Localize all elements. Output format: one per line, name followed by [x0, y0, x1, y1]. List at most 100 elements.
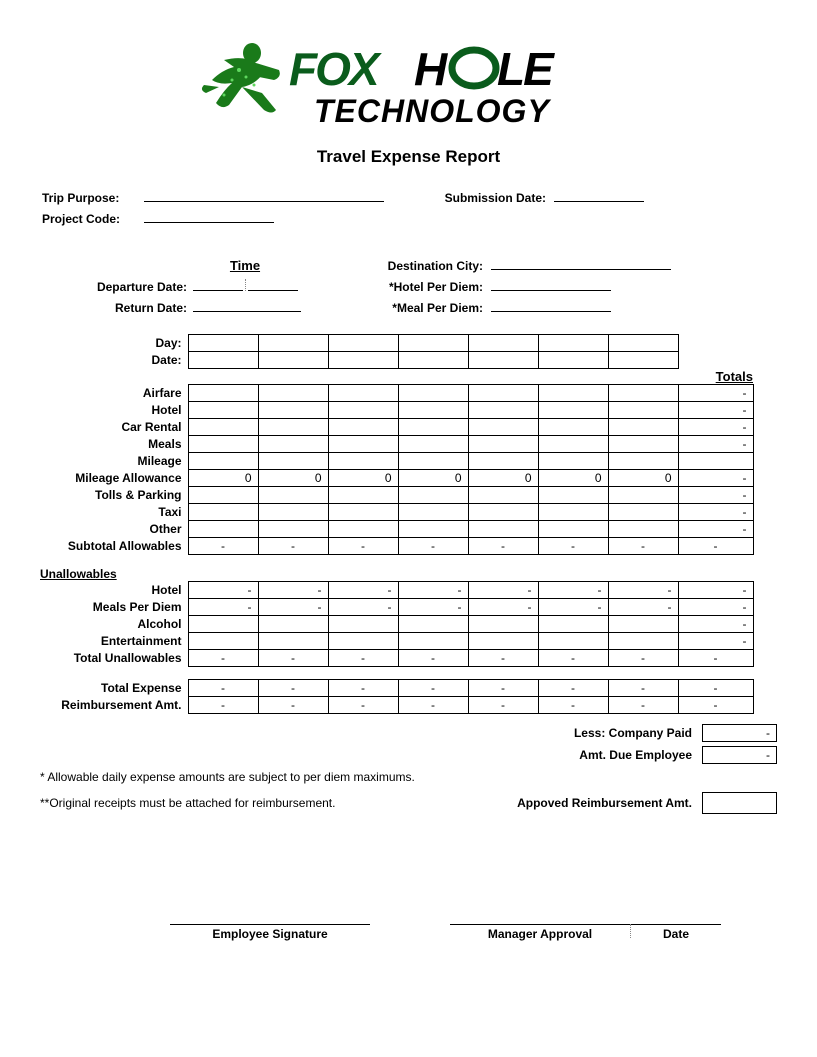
cell[interactable]: -: [328, 582, 398, 599]
cell[interactable]: -: [678, 680, 753, 697]
cell[interactable]: [328, 504, 398, 521]
cell[interactable]: [188, 402, 258, 419]
cell[interactable]: -: [468, 697, 538, 714]
departure-time-input[interactable]: [248, 277, 298, 291]
cell[interactable]: -: [258, 538, 328, 555]
cell[interactable]: [188, 352, 258, 369]
cell[interactable]: [538, 616, 608, 633]
cell[interactable]: -: [328, 697, 398, 714]
cell[interactable]: -: [538, 599, 608, 616]
signature-date[interactable]: Date: [631, 924, 721, 941]
cell[interactable]: [608, 352, 678, 369]
cell[interactable]: [258, 616, 328, 633]
cell[interactable]: [328, 335, 398, 352]
cell[interactable]: -: [678, 419, 753, 436]
cell[interactable]: [398, 633, 468, 650]
destination-city-input[interactable]: [491, 256, 671, 270]
cell[interactable]: [398, 487, 468, 504]
cell[interactable]: -: [468, 538, 538, 555]
cell[interactable]: -: [468, 582, 538, 599]
cell[interactable]: [468, 521, 538, 538]
cell[interactable]: [468, 616, 538, 633]
cell[interactable]: [608, 616, 678, 633]
cell[interactable]: -: [678, 599, 753, 616]
cell[interactable]: -: [258, 650, 328, 667]
cell[interactable]: 0: [328, 470, 398, 487]
cell[interactable]: [468, 419, 538, 436]
cell[interactable]: [328, 419, 398, 436]
cell[interactable]: [328, 616, 398, 633]
cell[interactable]: [538, 504, 608, 521]
cell[interactable]: [538, 335, 608, 352]
cell[interactable]: [188, 385, 258, 402]
cell[interactable]: -: [468, 599, 538, 616]
cell[interactable]: [398, 453, 468, 470]
cell[interactable]: [188, 521, 258, 538]
cell[interactable]: [398, 521, 468, 538]
cell[interactable]: -: [538, 650, 608, 667]
cell[interactable]: -: [678, 504, 753, 521]
cell[interactable]: -: [188, 582, 258, 599]
cell[interactable]: [608, 419, 678, 436]
cell[interactable]: -: [678, 538, 753, 555]
cell[interactable]: [538, 352, 608, 369]
manager-approval[interactable]: Manager Approval: [450, 924, 630, 941]
cell[interactable]: 0: [608, 470, 678, 487]
cell[interactable]: [608, 436, 678, 453]
cell[interactable]: -: [678, 385, 753, 402]
hotel-per-diem-input[interactable]: [491, 277, 611, 291]
cell[interactable]: [538, 633, 608, 650]
cell[interactable]: [188, 436, 258, 453]
cell[interactable]: [188, 504, 258, 521]
cell[interactable]: [188, 453, 258, 470]
cell[interactable]: -: [608, 599, 678, 616]
cell[interactable]: 0: [398, 470, 468, 487]
cell[interactable]: -: [328, 650, 398, 667]
cell[interactable]: [398, 504, 468, 521]
cell[interactable]: [328, 633, 398, 650]
cell[interactable]: -: [538, 582, 608, 599]
cell[interactable]: 0: [468, 470, 538, 487]
cell[interactable]: -: [258, 697, 328, 714]
cell[interactable]: [258, 436, 328, 453]
cell[interactable]: -: [398, 538, 468, 555]
cell[interactable]: -: [678, 436, 753, 453]
less-company-paid-value[interactable]: -: [702, 724, 777, 742]
cell[interactable]: [538, 487, 608, 504]
cell[interactable]: -: [678, 470, 753, 487]
cell[interactable]: [608, 504, 678, 521]
cell[interactable]: [468, 633, 538, 650]
cell[interactable]: [188, 616, 258, 633]
cell[interactable]: -: [608, 697, 678, 714]
cell[interactable]: [468, 352, 538, 369]
approved-reimbursement-value[interactable]: [702, 792, 777, 814]
cell[interactable]: [188, 633, 258, 650]
cell[interactable]: [538, 402, 608, 419]
cell[interactable]: [608, 335, 678, 352]
cell[interactable]: [468, 335, 538, 352]
cell[interactable]: [328, 352, 398, 369]
cell[interactable]: -: [188, 599, 258, 616]
cell[interactable]: -: [398, 680, 468, 697]
cell[interactable]: [608, 453, 678, 470]
cell[interactable]: -: [398, 697, 468, 714]
cell[interactable]: [258, 487, 328, 504]
cell[interactable]: -: [258, 680, 328, 697]
cell[interactable]: -: [398, 599, 468, 616]
cell[interactable]: -: [538, 680, 608, 697]
cell[interactable]: 0: [258, 470, 328, 487]
cell[interactable]: -: [328, 599, 398, 616]
submission-date-input[interactable]: [554, 188, 644, 202]
cell[interactable]: [258, 335, 328, 352]
cell[interactable]: -: [678, 697, 753, 714]
cell[interactable]: -: [678, 650, 753, 667]
cell[interactable]: -: [678, 582, 753, 599]
cell[interactable]: [328, 385, 398, 402]
cell[interactable]: [258, 521, 328, 538]
cell[interactable]: [608, 487, 678, 504]
cell[interactable]: -: [258, 582, 328, 599]
cell[interactable]: [398, 352, 468, 369]
cell[interactable]: -: [468, 650, 538, 667]
cell[interactable]: [538, 385, 608, 402]
cell[interactable]: -: [188, 697, 258, 714]
